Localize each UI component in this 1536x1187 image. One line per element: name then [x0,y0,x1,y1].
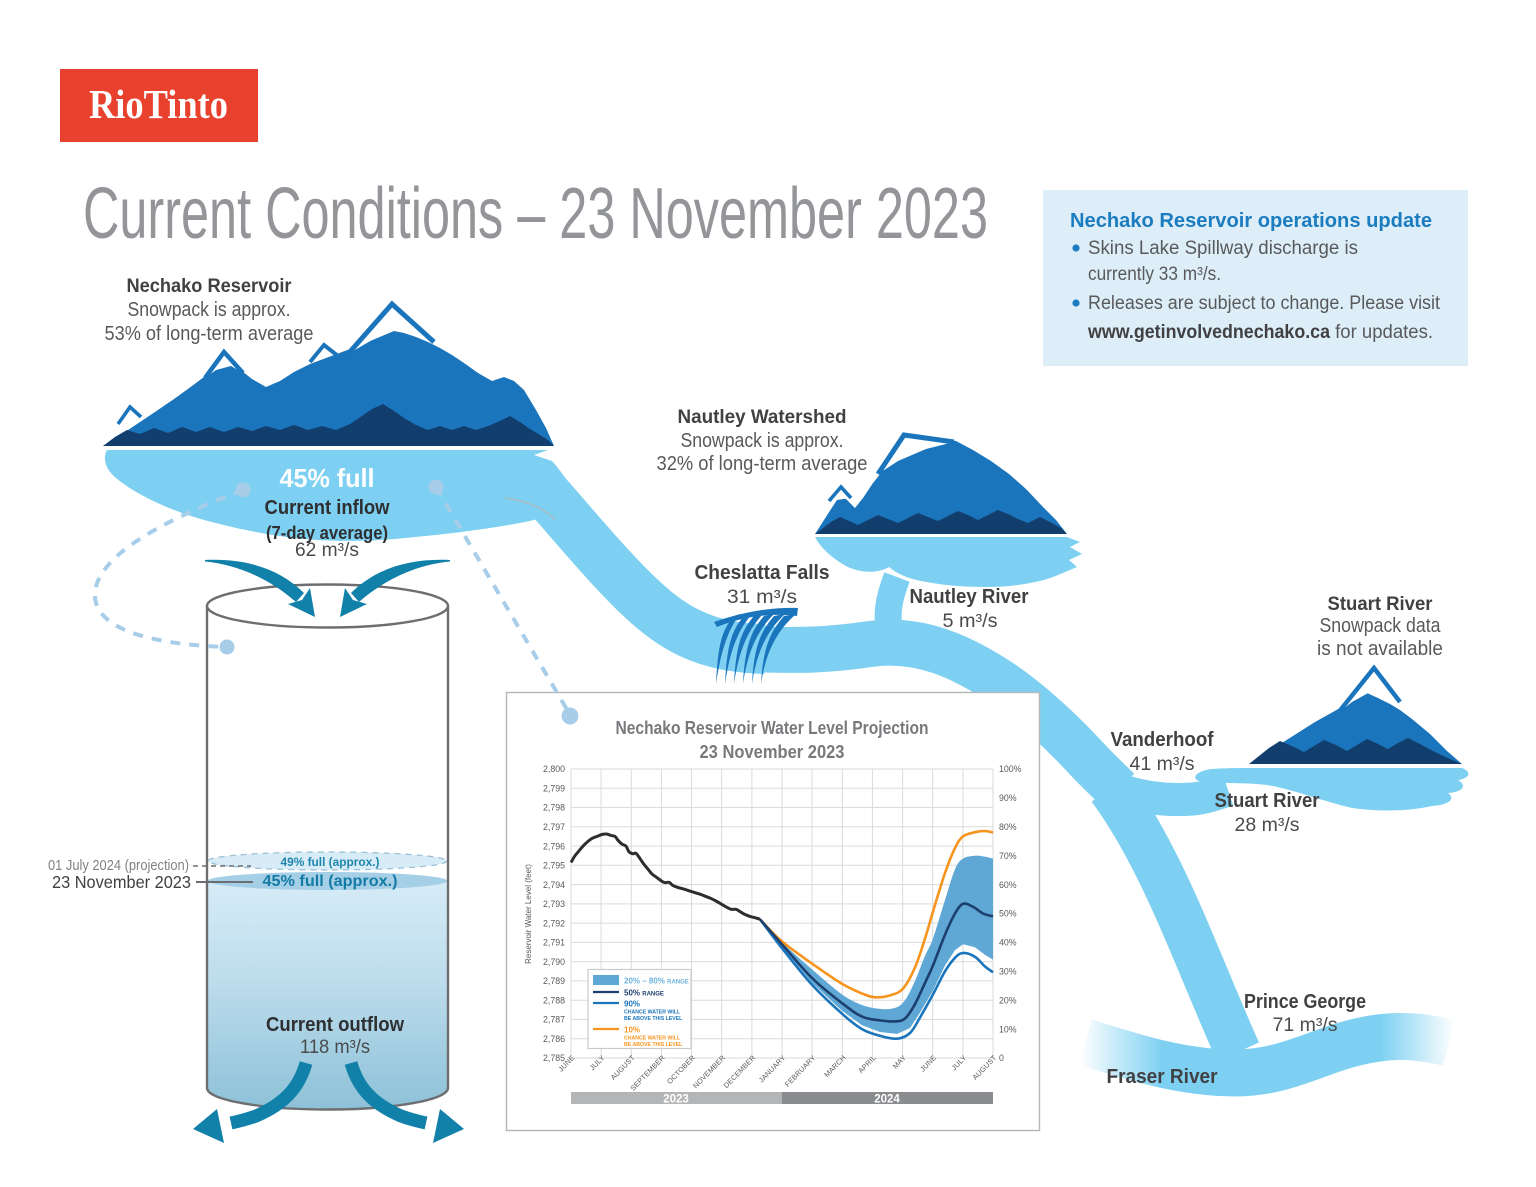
svg-text:0: 0 [999,1053,1004,1063]
svg-text:currently 33 m³/s.: currently 33 m³/s. [1088,264,1221,285]
svg-text:2,791: 2,791 [543,938,565,948]
svg-text:2,788: 2,788 [543,995,565,1005]
svg-text:2,790: 2,790 [543,957,565,967]
svg-text:50% RANGE: 50% RANGE [624,989,664,998]
svg-text:RioTinto: RioTinto [89,81,228,127]
svg-text:Snowpack data: Snowpack data [1320,615,1442,637]
svg-text:(7-day average): (7-day average) [266,522,388,543]
svg-text:100%: 100% [999,764,1022,774]
svg-text:Snowpack is approx.: Snowpack is approx. [128,299,291,321]
svg-text:2,795: 2,795 [543,861,565,871]
svg-text:Nechako Reservoir: Nechako Reservoir [127,275,292,297]
svg-text:Nechako Reservoir Water Level: Nechako Reservoir Water Level Projection [616,717,929,738]
svg-text:80%: 80% [999,822,1017,832]
svg-text:20%: 20% [999,995,1017,1005]
svg-text:2,785: 2,785 [543,1053,565,1063]
svg-text:2,800: 2,800 [543,764,565,774]
svg-text:2023: 2023 [663,1094,689,1106]
svg-text:2,793: 2,793 [543,899,565,909]
svg-text:Cheslatta Falls: Cheslatta Falls [695,562,830,584]
svg-text:01 July 2024 (projection): 01 July 2024 (projection) [48,857,189,874]
svg-text:Releases are subject to change: Releases are subject to change. Please v… [1088,293,1441,314]
svg-text:Current inflow: Current inflow [265,497,390,519]
svg-text:2,794: 2,794 [543,880,565,890]
svg-text:70%: 70% [999,851,1017,861]
svg-text:71 m³/s: 71 m³/s [1273,1015,1338,1036]
svg-text:BE ABOVE THIS LEVEL: BE ABOVE THIS LEVEL [624,1016,683,1022]
svg-text:20% – 80% RANGE: 20% – 80% RANGE [624,977,689,986]
svg-text:90%: 90% [624,1000,640,1009]
svg-text:10%: 10% [624,1026,640,1035]
svg-text:Current outflow: Current outflow [266,1014,404,1036]
svg-text:90%: 90% [999,793,1017,803]
svg-text:Reservoir Water Level (feet): Reservoir Water Level (feet) [524,864,533,964]
svg-text:40%: 40% [999,938,1017,948]
svg-text:Stuart River: Stuart River [1328,593,1433,615]
svg-text:62 m³/s: 62 m³/s [295,540,359,561]
svg-text:118 m³/s: 118 m³/s [300,1037,370,1058]
svg-text:10%: 10% [999,1024,1017,1034]
svg-text:Snowpack is approx.: Snowpack is approx. [681,430,844,452]
svg-text:50%: 50% [999,909,1017,919]
svg-text:41 m³/s: 41 m³/s [1130,754,1195,775]
svg-text:www.getinvolvednechako.ca for: www.getinvolvednechako.ca for updates. [1087,322,1433,343]
svg-text:31 m³/s: 31 m³/s [727,587,797,608]
svg-text:2,799: 2,799 [543,784,565,794]
svg-text:30%: 30% [999,967,1017,977]
svg-text:2,796: 2,796 [543,841,565,851]
svg-text:45% full (approx.): 45% full (approx.) [263,873,398,890]
svg-text:2,789: 2,789 [543,976,565,986]
svg-text:2,798: 2,798 [543,803,565,813]
svg-text:Nautley River: Nautley River [910,586,1029,608]
svg-text:60%: 60% [999,880,1017,890]
svg-text:2,797: 2,797 [543,822,565,832]
svg-text:Skins Lake Spillway discharge: Skins Lake Spillway discharge is [1088,238,1358,259]
svg-text:BE ABOVE THIS LEVEL: BE ABOVE THIS LEVEL [624,1042,683,1048]
svg-text:Current Conditions – 23 Novemb: Current Conditions – 23 November 2023 [83,174,988,254]
svg-text:Vanderhoof: Vanderhoof [1111,729,1214,751]
svg-text:Prince George: Prince George [1244,991,1366,1013]
svg-text:53% of long-term average: 53% of long-term average [105,323,314,345]
svg-text:23 November 2023: 23 November 2023 [52,872,191,892]
svg-text:49% full (approx.): 49% full (approx.) [281,857,380,869]
svg-text:Nautley Watershed: Nautley Watershed [678,406,847,428]
svg-text:45% full: 45% full [280,463,375,493]
svg-text:CHANCE WATER WILL: CHANCE WATER WILL [624,1036,681,1042]
svg-text:2,792: 2,792 [543,918,565,928]
svg-text:2,786: 2,786 [543,1034,565,1044]
svg-text:5 m³/s: 5 m³/s [943,611,998,632]
svg-text:Nechako Reservoir operations u: Nechako Reservoir operations update [1070,210,1432,232]
svg-text:CHANCE WATER WILL: CHANCE WATER WILL [624,1010,681,1016]
svg-text:32% of long-term average: 32% of long-term average [657,453,868,475]
svg-text:2,787: 2,787 [543,1015,565,1025]
svg-text:is not available: is not available [1317,638,1443,660]
svg-text:28 m³/s: 28 m³/s [1235,815,1300,836]
svg-text:Fraser River: Fraser River [1107,1066,1218,1088]
svg-text:23 November 2023: 23 November 2023 [700,741,845,762]
svg-text:2024: 2024 [874,1094,900,1106]
svg-text:Stuart River: Stuart River [1215,790,1320,812]
